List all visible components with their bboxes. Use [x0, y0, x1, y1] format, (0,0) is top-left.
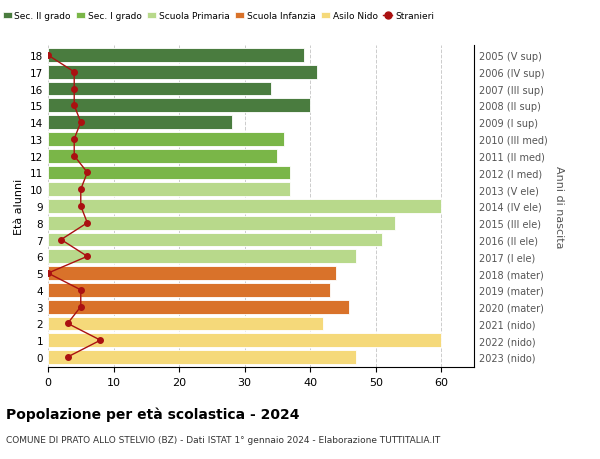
Bar	[48, 183, 290, 196]
Bar	[48, 317, 323, 330]
Bar	[48, 133, 284, 146]
Bar	[48, 350, 356, 364]
Point	[76, 203, 86, 210]
Point	[70, 102, 79, 110]
Point	[56, 236, 66, 244]
Bar	[48, 49, 304, 63]
Point	[76, 286, 86, 294]
Text: Popolazione per età scolastica - 2024: Popolazione per età scolastica - 2024	[6, 406, 299, 421]
Bar	[48, 166, 290, 180]
Text: COMUNE DI PRATO ALLO STELVIO (BZ) - Dati ISTAT 1° gennaio 2024 - Elaborazione TU: COMUNE DI PRATO ALLO STELVIO (BZ) - Dati…	[6, 435, 440, 444]
Bar	[48, 233, 382, 247]
Bar	[48, 250, 356, 263]
Bar	[48, 66, 317, 79]
Point	[76, 119, 86, 127]
Bar	[48, 83, 271, 96]
Point	[70, 86, 79, 93]
Point	[76, 186, 86, 194]
Bar	[48, 150, 277, 163]
Point	[83, 169, 92, 177]
Bar	[48, 99, 310, 113]
Y-axis label: Età alunni: Età alunni	[14, 179, 25, 235]
Point	[83, 219, 92, 227]
Bar	[48, 217, 395, 230]
Legend: Sec. II grado, Sec. I grado, Scuola Primaria, Scuola Infanzia, Asilo Nido, Stran: Sec. II grado, Sec. I grado, Scuola Prim…	[0, 9, 437, 25]
Point	[70, 69, 79, 76]
Bar	[48, 283, 330, 297]
Y-axis label: Anni di nascita: Anni di nascita	[554, 165, 564, 248]
Point	[95, 337, 105, 344]
Bar	[48, 116, 232, 130]
Point	[43, 52, 53, 60]
Point	[70, 153, 79, 160]
Point	[83, 253, 92, 260]
Point	[63, 353, 73, 361]
Bar	[48, 267, 337, 280]
Bar	[48, 334, 441, 347]
Point	[70, 136, 79, 143]
Point	[63, 320, 73, 327]
Point	[76, 303, 86, 311]
Bar	[48, 300, 349, 314]
Point	[43, 270, 53, 277]
Bar	[48, 200, 441, 213]
